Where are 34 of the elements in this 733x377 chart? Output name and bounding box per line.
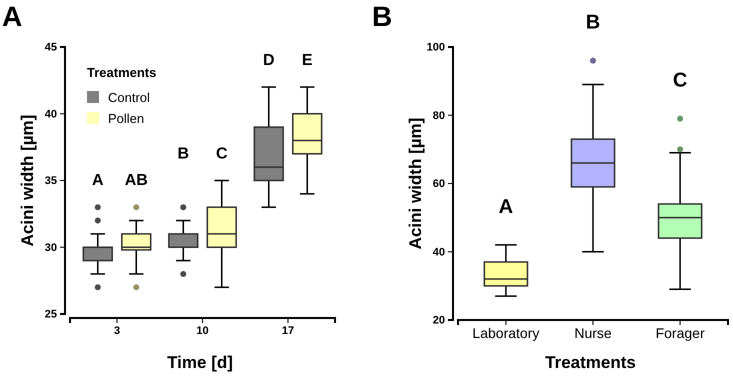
legend-label: Control <box>108 90 150 105</box>
y-tick-label: 25 <box>44 308 57 321</box>
x-tick-label: Forager <box>656 324 705 341</box>
y-tick-label: 30 <box>44 242 57 254</box>
chart-title: B <box>372 1 392 32</box>
legend-title: Treatments <box>87 65 156 80</box>
y-tick-label: 60 <box>432 178 445 190</box>
y-tick-label: 40 <box>44 108 57 120</box>
text: B <box>586 12 600 34</box>
annotation: B <box>177 146 190 162</box>
x-tick-label: 3 <box>114 324 120 337</box>
legend-label: Pollen <box>108 111 144 126</box>
annotation: A <box>92 172 104 190</box>
annotation: A <box>498 196 514 218</box>
y-tick-label: 100 <box>426 42 445 54</box>
x-tick-label: 17 <box>282 324 294 337</box>
x-tick-label: Laboratory <box>472 324 540 341</box>
y-tick-label: 80 <box>432 110 445 122</box>
y-tick-label: 20 <box>432 314 445 327</box>
annotation: C <box>216 146 228 162</box>
chart-title: A <box>2 1 22 32</box>
x-axis-title: Treatments <box>545 353 636 372</box>
x-tick-label: Nurse <box>574 324 612 341</box>
x-axis-title: Time [d] <box>167 353 233 372</box>
y-axis-title: Acini width [µm] <box>18 114 37 246</box>
annotation: D <box>262 52 275 70</box>
annotation: E <box>302 52 313 70</box>
y-tick-label: 35 <box>44 175 57 188</box>
y-tick-label: 40 <box>432 246 445 258</box>
x-tick-label: 10 <box>196 324 209 337</box>
annotation: AB <box>124 172 148 190</box>
y-tick-label: 45 <box>44 42 57 54</box>
y-axis-title: Acini width [µm] <box>406 118 425 250</box>
annotation: C <box>672 70 688 92</box>
